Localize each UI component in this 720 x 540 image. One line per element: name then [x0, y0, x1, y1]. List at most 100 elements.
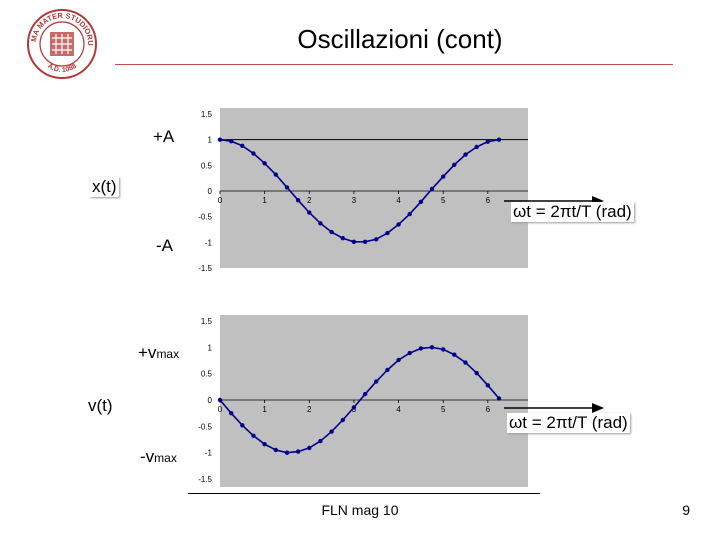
- chart1-xtick-label: 0: [218, 196, 223, 205]
- chart1-data-point: [463, 152, 468, 157]
- chart1-data-point: [240, 143, 245, 148]
- chart2-ytick-label: 1: [208, 343, 213, 352]
- chart1-ytick-label: 0.5: [201, 161, 213, 170]
- title-underline: [115, 64, 673, 65]
- chart2-xtick-label: 6: [486, 405, 491, 414]
- chart2-data-point: [452, 352, 457, 357]
- chart1-data-point: [329, 229, 334, 235]
- chart2-data-point: [418, 346, 424, 351]
- chart1-series-line: [219, 138, 500, 243]
- chart2-data-point: [329, 429, 334, 434]
- label-plus-vmax-main: +v: [138, 343, 157, 362]
- chart2-xtick-label: 5: [441, 405, 446, 414]
- chart1-data-point: [418, 199, 424, 204]
- chart1-ytick-label: 1.5: [201, 110, 213, 119]
- slide-title: Oscillazioni (cont): [297, 24, 503, 54]
- chart2-data-point: [474, 370, 479, 376]
- chart1-data-point: [251, 151, 256, 156]
- chart2-data-point: [262, 442, 267, 447]
- chart-x-of-t: 1.5 1 0.5 0 -0.5 -1 -1.5 0 1 2 3 4 5 6: [190, 108, 528, 273]
- label-minus-vmax-main: -v: [140, 447, 155, 466]
- chart2-xtick-label: 2: [307, 405, 312, 414]
- chart2-ytick-label: 0: [208, 396, 213, 405]
- axis-label-omega-t-2: ωt = 2πt/T (rad): [507, 413, 630, 433]
- svg-text:A.D. 1088: A.D. 1088: [46, 63, 78, 74]
- chart2-data-point: [351, 405, 357, 410]
- chart1-data-point: [496, 137, 502, 142]
- chart2-data-point: [295, 449, 301, 454]
- chart1-data-point: [318, 221, 323, 226]
- chart2-data-point: [496, 396, 502, 401]
- chart2-data-point: [217, 397, 223, 403]
- chart1-data-point: [452, 162, 457, 167]
- chart1-data-point: [351, 239, 357, 244]
- chart1-axis-area: [190, 108, 220, 273]
- chart2-data-point: [485, 383, 490, 388]
- chart2-xtick-label: 4: [396, 405, 401, 414]
- label-minus-vmax: -vmax: [140, 447, 177, 467]
- chart1-data-point: [229, 139, 234, 144]
- label-x-of-t: x(t): [90, 177, 119, 197]
- chart2-data-point: [340, 417, 345, 423]
- chart2-data-point: [396, 357, 401, 363]
- chart2-data-point: [441, 347, 446, 352]
- chart2-data-point: [463, 360, 468, 365]
- chart2-xtick-label: 0: [218, 405, 223, 414]
- chart1-data-point: [307, 210, 312, 215]
- chart1-xtick-label: 5: [441, 196, 446, 205]
- chart1-data-point: [474, 144, 479, 150]
- chart1-data-point: [407, 211, 412, 217]
- chart1-data-point: [273, 172, 278, 177]
- axis-label-omega-t-1: ωt = 2πt/T (rad): [511, 202, 634, 222]
- arrow-head-icon: [592, 403, 604, 413]
- chart1-xtick-label: 1: [262, 196, 267, 205]
- chart1-ytick-label: -1: [205, 238, 213, 247]
- label-minus-vmax-sub: max: [154, 451, 177, 465]
- chart2-data-point: [362, 392, 368, 397]
- chart2-data-point: [240, 423, 245, 428]
- chart1-ytick-label: 1: [208, 136, 213, 145]
- chart2-data-point: [429, 345, 435, 350]
- page-number: 9: [682, 502, 690, 518]
- chart1-xtick-label: 4: [396, 196, 401, 205]
- chart1-xtick-label: 6: [486, 196, 491, 205]
- chart2-plot-area: [220, 315, 528, 487]
- chart2-data-point: [284, 450, 290, 455]
- chart2-data-point: [385, 367, 390, 373]
- chart1-data-point: [284, 185, 290, 190]
- chart1-plot-area: [220, 108, 528, 268]
- label-plus-A: +A: [153, 127, 175, 146]
- university-seal-logo: ALMA MATER STUDIORUM A.D. 1088: [26, 8, 97, 79]
- chart2-axis-area: [190, 315, 220, 490]
- chart1-data-point: [429, 186, 435, 192]
- chart1-data-point: [396, 222, 401, 227]
- chart1-ytick-label: -0.5: [198, 213, 212, 222]
- axis-arrow-2: [504, 403, 604, 413]
- chart1-data-point: [385, 230, 390, 236]
- chart2-data-point: [251, 433, 256, 438]
- chart2-ytick-label: -1.5: [198, 475, 212, 484]
- chart1-data-point: [362, 239, 368, 244]
- chart1-data-point: [441, 174, 446, 179]
- chart1-data-point: [340, 236, 345, 241]
- label-plus-vmax-sub: max: [156, 347, 180, 361]
- label-plus-vmax: +vmax: [138, 343, 179, 363]
- chart2-ytick-label: 0.5: [201, 370, 213, 379]
- chart2-xtick-label: 1: [262, 405, 267, 414]
- chart2-data-point: [273, 447, 278, 453]
- chart1-data-point: [374, 237, 379, 242]
- label-v-of-t: v(t): [88, 396, 113, 415]
- chart2-ytick-label: 1.5: [201, 317, 213, 326]
- chart1-data-point: [217, 137, 223, 142]
- footer-rule: [188, 493, 540, 494]
- label-minus-A: -A: [156, 236, 173, 255]
- chart1-ytick-label: -1.5: [198, 264, 212, 273]
- chart2-data-point: [374, 379, 379, 384]
- chart2-data-point: [318, 438, 323, 444]
- chart1-data-point: [485, 139, 490, 144]
- chart1-data-point: [262, 161, 267, 166]
- chart1-xtick-label: 2: [307, 196, 312, 205]
- chart2-data-point: [307, 445, 312, 451]
- chart1-xtick-label: 3: [352, 196, 357, 205]
